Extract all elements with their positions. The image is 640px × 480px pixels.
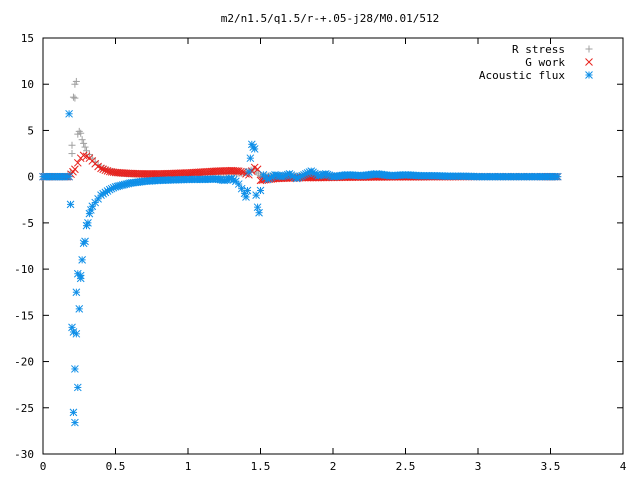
data-point <box>140 170 149 178</box>
y-tick-label: -10 <box>14 263 34 276</box>
data-point <box>142 170 151 178</box>
data-point <box>553 172 562 181</box>
data-point <box>79 151 88 160</box>
data-point <box>65 172 73 181</box>
data-point <box>146 170 154 178</box>
data-point <box>99 165 108 174</box>
data-point <box>144 170 152 178</box>
data-point <box>78 136 86 144</box>
y-tick-label: 0 <box>27 171 34 184</box>
data-point <box>71 94 79 102</box>
data-point <box>71 418 79 427</box>
data-point <box>97 164 105 173</box>
data-point <box>253 203 262 212</box>
data-point <box>68 323 76 332</box>
y-tick-label: -25 <box>14 402 34 415</box>
data-point <box>247 167 256 175</box>
data-point <box>237 167 245 176</box>
data-point <box>76 271 85 280</box>
data-point <box>243 186 252 195</box>
y-tick-label: -30 <box>14 448 34 461</box>
legend-label: Acoustic flux <box>479 69 565 82</box>
x-tick-label: 2 <box>330 460 337 473</box>
data-point <box>72 288 81 297</box>
legend-marker <box>585 45 593 53</box>
data-point <box>66 200 75 209</box>
x-tick-label: 1 <box>185 460 192 473</box>
legend-marker <box>585 58 593 66</box>
y-tick-label: -5 <box>21 217 34 230</box>
data-point <box>68 150 76 158</box>
data-point <box>71 165 79 174</box>
x-tick-label: 4 <box>620 460 627 473</box>
chart-title: m2/n1.5/q1.5/r-+.05-j28/M0.01/512 <box>221 12 440 25</box>
data-point <box>73 158 82 167</box>
data-point <box>69 408 78 417</box>
y-tick-label: 15 <box>21 32 34 45</box>
series-layer <box>39 77 562 427</box>
y-tick-label: 5 <box>27 124 34 137</box>
data-point <box>242 193 250 201</box>
data-point <box>250 145 259 153</box>
legend-label: G work <box>525 56 565 69</box>
data-point <box>256 186 265 195</box>
data-point <box>149 170 158 178</box>
x-axis-ticks: 0 0.5 1 1.5 2 2.5 3 3.5 4 <box>40 38 627 473</box>
data-point <box>73 383 82 392</box>
y-tick-label: -15 <box>14 309 34 322</box>
data-point <box>65 109 73 118</box>
data-point <box>101 166 110 175</box>
data-point <box>71 365 79 373</box>
y-axis-ticks: -30 -25 -20 -15 -10 -5 0 5 10 15 <box>14 32 623 461</box>
series-acoustic-flux <box>39 109 562 427</box>
x-tick-label: 2.5 <box>396 460 416 473</box>
data-point <box>91 198 100 207</box>
data-point <box>72 77 80 85</box>
x-tick-label: 3 <box>475 460 482 473</box>
data-point <box>245 168 253 176</box>
legend-marker <box>585 71 593 79</box>
x-tick-label: 0 <box>40 460 47 473</box>
data-point <box>151 170 160 178</box>
x-tick-label: 1.5 <box>251 460 271 473</box>
data-point <box>81 143 89 151</box>
data-point <box>255 208 263 217</box>
data-point <box>75 305 84 313</box>
data-point <box>88 202 97 211</box>
data-point <box>85 150 93 158</box>
data-point <box>78 256 87 264</box>
data-point <box>224 166 232 175</box>
data-point <box>246 154 255 163</box>
data-point <box>147 170 156 178</box>
data-point <box>69 93 77 101</box>
x-tick-label: 3.5 <box>541 460 561 473</box>
data-point <box>81 237 89 246</box>
data-point <box>80 139 88 147</box>
y-tick-label: -20 <box>14 356 34 369</box>
legend-label: R stress <box>512 43 565 56</box>
data-point <box>77 129 85 137</box>
data-point <box>68 141 76 149</box>
x-tick-label: 0.5 <box>106 460 126 473</box>
y-tick-label: 10 <box>21 78 34 91</box>
data-point <box>138 169 147 178</box>
data-point <box>72 329 81 338</box>
data-point <box>84 219 92 227</box>
